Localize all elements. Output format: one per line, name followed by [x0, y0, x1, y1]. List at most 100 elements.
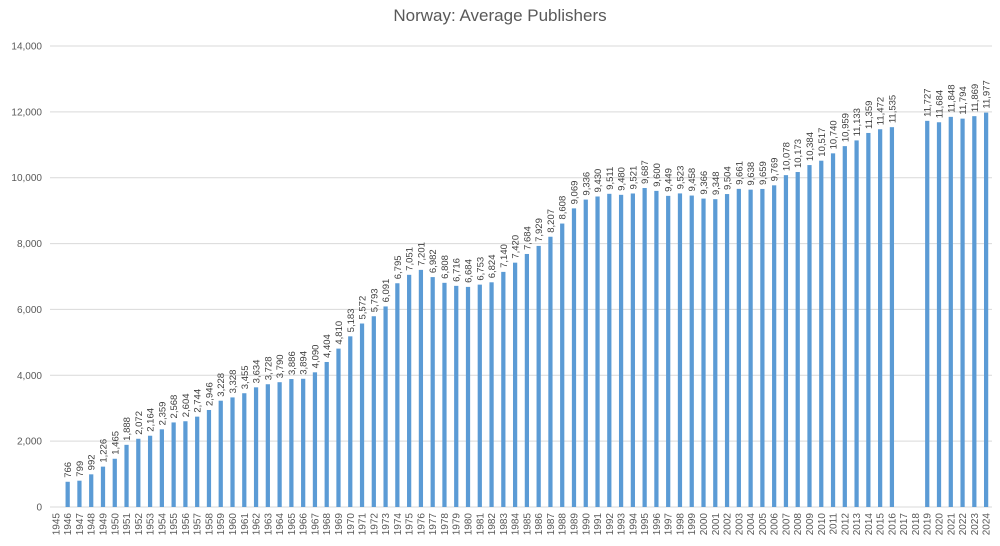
- x-tick-label: 2012: [840, 513, 851, 536]
- bar: [972, 116, 977, 508]
- x-tick-label: 1984: [511, 513, 522, 536]
- data-label: 2,946: [204, 382, 215, 406]
- x-tick-label: 2009: [805, 513, 816, 536]
- x-tick-label: 1958: [204, 513, 215, 536]
- bar: [100, 466, 106, 507]
- x-tick-label: 1979: [452, 513, 463, 536]
- x-tick-label: 2020: [935, 513, 946, 536]
- data-label: 6,753: [475, 257, 486, 281]
- data-label: 1,888: [122, 417, 133, 441]
- data-label: 7,684: [522, 226, 533, 250]
- x-tick-label: 2007: [781, 513, 792, 536]
- bar: [983, 112, 989, 507]
- x-tick-label: 1999: [687, 513, 698, 536]
- x-tick-label: 1946: [63, 513, 74, 536]
- bar: [736, 188, 741, 507]
- bar: [454, 285, 459, 507]
- bar: [489, 282, 494, 507]
- x-tick-label: 1945: [51, 513, 62, 536]
- x-tick-label: 1987: [546, 513, 557, 536]
- x-tick-label: 1957: [193, 513, 204, 536]
- x-tick-label: 2014: [864, 513, 875, 536]
- bar: [536, 245, 541, 507]
- bar: [89, 474, 94, 507]
- data-label: 9,521: [628, 166, 639, 190]
- x-tick-label: 2023: [970, 513, 981, 536]
- x-tick-label: 1997: [664, 513, 675, 536]
- x-tick-label: 1969: [334, 513, 345, 536]
- x-tick-label: 1986: [534, 513, 545, 536]
- bar: [689, 195, 694, 507]
- x-tick-label: 1989: [569, 513, 580, 536]
- data-label: 9,458: [687, 168, 698, 192]
- bar: [795, 172, 800, 507]
- x-tick-label: 2017: [899, 513, 910, 536]
- bar: [312, 372, 318, 507]
- x-tick-label: 1985: [522, 513, 533, 536]
- x-tick-label: 1961: [240, 513, 251, 536]
- data-label: 10,384: [805, 132, 816, 161]
- bar: [277, 382, 282, 507]
- data-label: 8,207: [546, 209, 557, 233]
- data-label: 11,869: [970, 84, 981, 112]
- x-tick-label: 2000: [699, 513, 710, 536]
- data-label: 9,659: [758, 161, 769, 185]
- data-label: 11,359: [864, 101, 875, 129]
- data-label: 3,790: [275, 354, 286, 378]
- bar: [666, 195, 671, 508]
- data-label: 10,959: [840, 113, 851, 142]
- data-label: 7,140: [499, 244, 510, 268]
- bar: [760, 188, 765, 507]
- data-label: 3,328: [228, 370, 239, 394]
- data-label: 9,366: [699, 171, 710, 195]
- bar: [948, 116, 953, 507]
- x-tick-label: 1949: [98, 513, 109, 536]
- x-tick-label: 1959: [216, 513, 227, 536]
- x-tick-label: 1954: [157, 513, 168, 536]
- data-label: 11,684: [935, 90, 946, 118]
- bar: [418, 269, 424, 507]
- data-label: 992: [87, 454, 98, 470]
- bar: [571, 208, 577, 507]
- y-tick-label: 0: [36, 503, 42, 514]
- bar: [854, 140, 859, 507]
- x-tick-label: 1991: [593, 513, 604, 536]
- x-tick-label: 1975: [405, 513, 416, 536]
- data-label: 9,523: [675, 166, 686, 190]
- data-label: 3,455: [240, 365, 251, 389]
- x-tick-label: 1994: [628, 513, 639, 536]
- x-tick-label: 1976: [416, 513, 427, 536]
- x-tick-label: 1998: [675, 513, 686, 536]
- bar: [878, 129, 883, 508]
- x-tick-label: 2015: [876, 513, 887, 536]
- bar: [842, 146, 847, 507]
- data-label: 10,517: [817, 128, 828, 157]
- x-tick-label: 1973: [381, 513, 392, 536]
- x-tick-label: 1955: [169, 513, 180, 536]
- data-label: 6,824: [487, 255, 498, 279]
- x-tick-label: 1982: [487, 513, 498, 536]
- bar: [183, 421, 188, 507]
- data-label: 3,728: [263, 356, 274, 380]
- x-tick-label: 1990: [581, 513, 592, 536]
- x-tick-label: 1966: [299, 513, 310, 536]
- x-tick-label: 1992: [605, 513, 616, 536]
- bar: [147, 435, 153, 507]
- bar: [595, 196, 600, 507]
- data-label: 9,430: [593, 169, 604, 193]
- data-label: 9,661: [734, 161, 745, 185]
- bar: [477, 284, 482, 507]
- bar: [654, 190, 659, 507]
- x-tick-label: 2018: [911, 513, 922, 536]
- data-label: 9,687: [640, 160, 651, 184]
- bar: [925, 120, 930, 507]
- bar: [630, 193, 635, 508]
- bar: [289, 379, 294, 507]
- x-tick-label: 2011: [829, 513, 840, 535]
- bar: [701, 198, 706, 507]
- x-tick-label: 1950: [110, 513, 121, 536]
- x-tick-label: 1988: [558, 513, 569, 536]
- bar: [253, 387, 259, 507]
- x-tick-label: 1995: [640, 513, 651, 536]
